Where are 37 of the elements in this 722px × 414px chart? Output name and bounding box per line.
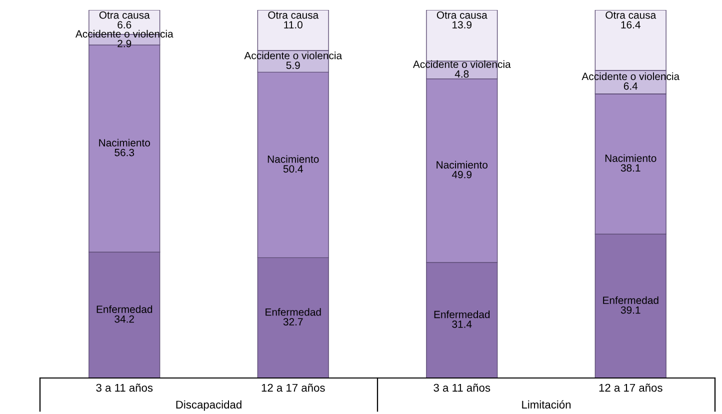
series-label: Otra causa xyxy=(99,11,150,19)
text: Accidente o violencia xyxy=(582,72,680,80)
text: Enfermedad xyxy=(434,310,490,318)
text: Enfermedad xyxy=(266,308,321,316)
text: Accidente o violencia xyxy=(412,60,511,68)
text: Otra causa xyxy=(268,11,319,19)
data-label: 2.9 xyxy=(118,40,132,48)
data-label: 11.0 xyxy=(284,21,302,28)
text: Nacimiento xyxy=(268,155,319,163)
text: Discapacidad xyxy=(176,400,242,411)
data-label: 13.9 xyxy=(452,21,472,28)
x-tick-label: 3 a 11 años xyxy=(434,384,490,392)
data-label: 5.9 xyxy=(286,62,300,69)
text: Nacimiento xyxy=(436,160,488,169)
text: Limitación xyxy=(522,400,571,409)
data-label: 34.2 xyxy=(114,315,134,323)
data-label: 6.6 xyxy=(118,21,132,28)
text: Nacimiento xyxy=(99,138,150,146)
text: Otra causa xyxy=(436,11,488,19)
x-tick-label: 12 a 17 años xyxy=(599,384,662,392)
text: Accidente o violencia xyxy=(244,52,342,60)
data-label: 39.1 xyxy=(620,306,640,314)
data-label: 31.4 xyxy=(452,320,472,328)
data-label: 32.7 xyxy=(283,318,303,326)
data-label: 6.4 xyxy=(624,82,638,90)
data-label: 56.3 xyxy=(114,148,134,156)
data-label: 49.9 xyxy=(452,170,472,178)
series-label: Nacimiento xyxy=(605,154,656,162)
data-label: 16.4 xyxy=(621,21,640,28)
series-label: Enfermedad xyxy=(603,296,658,304)
text: Enfermedad xyxy=(96,305,152,314)
x-tick-label: 3 a 11 años xyxy=(96,384,153,392)
data-label: 38.1 xyxy=(620,164,640,172)
data-label: 50.4 xyxy=(283,165,303,173)
text: Otra causa xyxy=(606,11,656,19)
data-label: 4.8 xyxy=(454,70,469,78)
x-tick-label: 12 a 17 años xyxy=(262,384,325,392)
